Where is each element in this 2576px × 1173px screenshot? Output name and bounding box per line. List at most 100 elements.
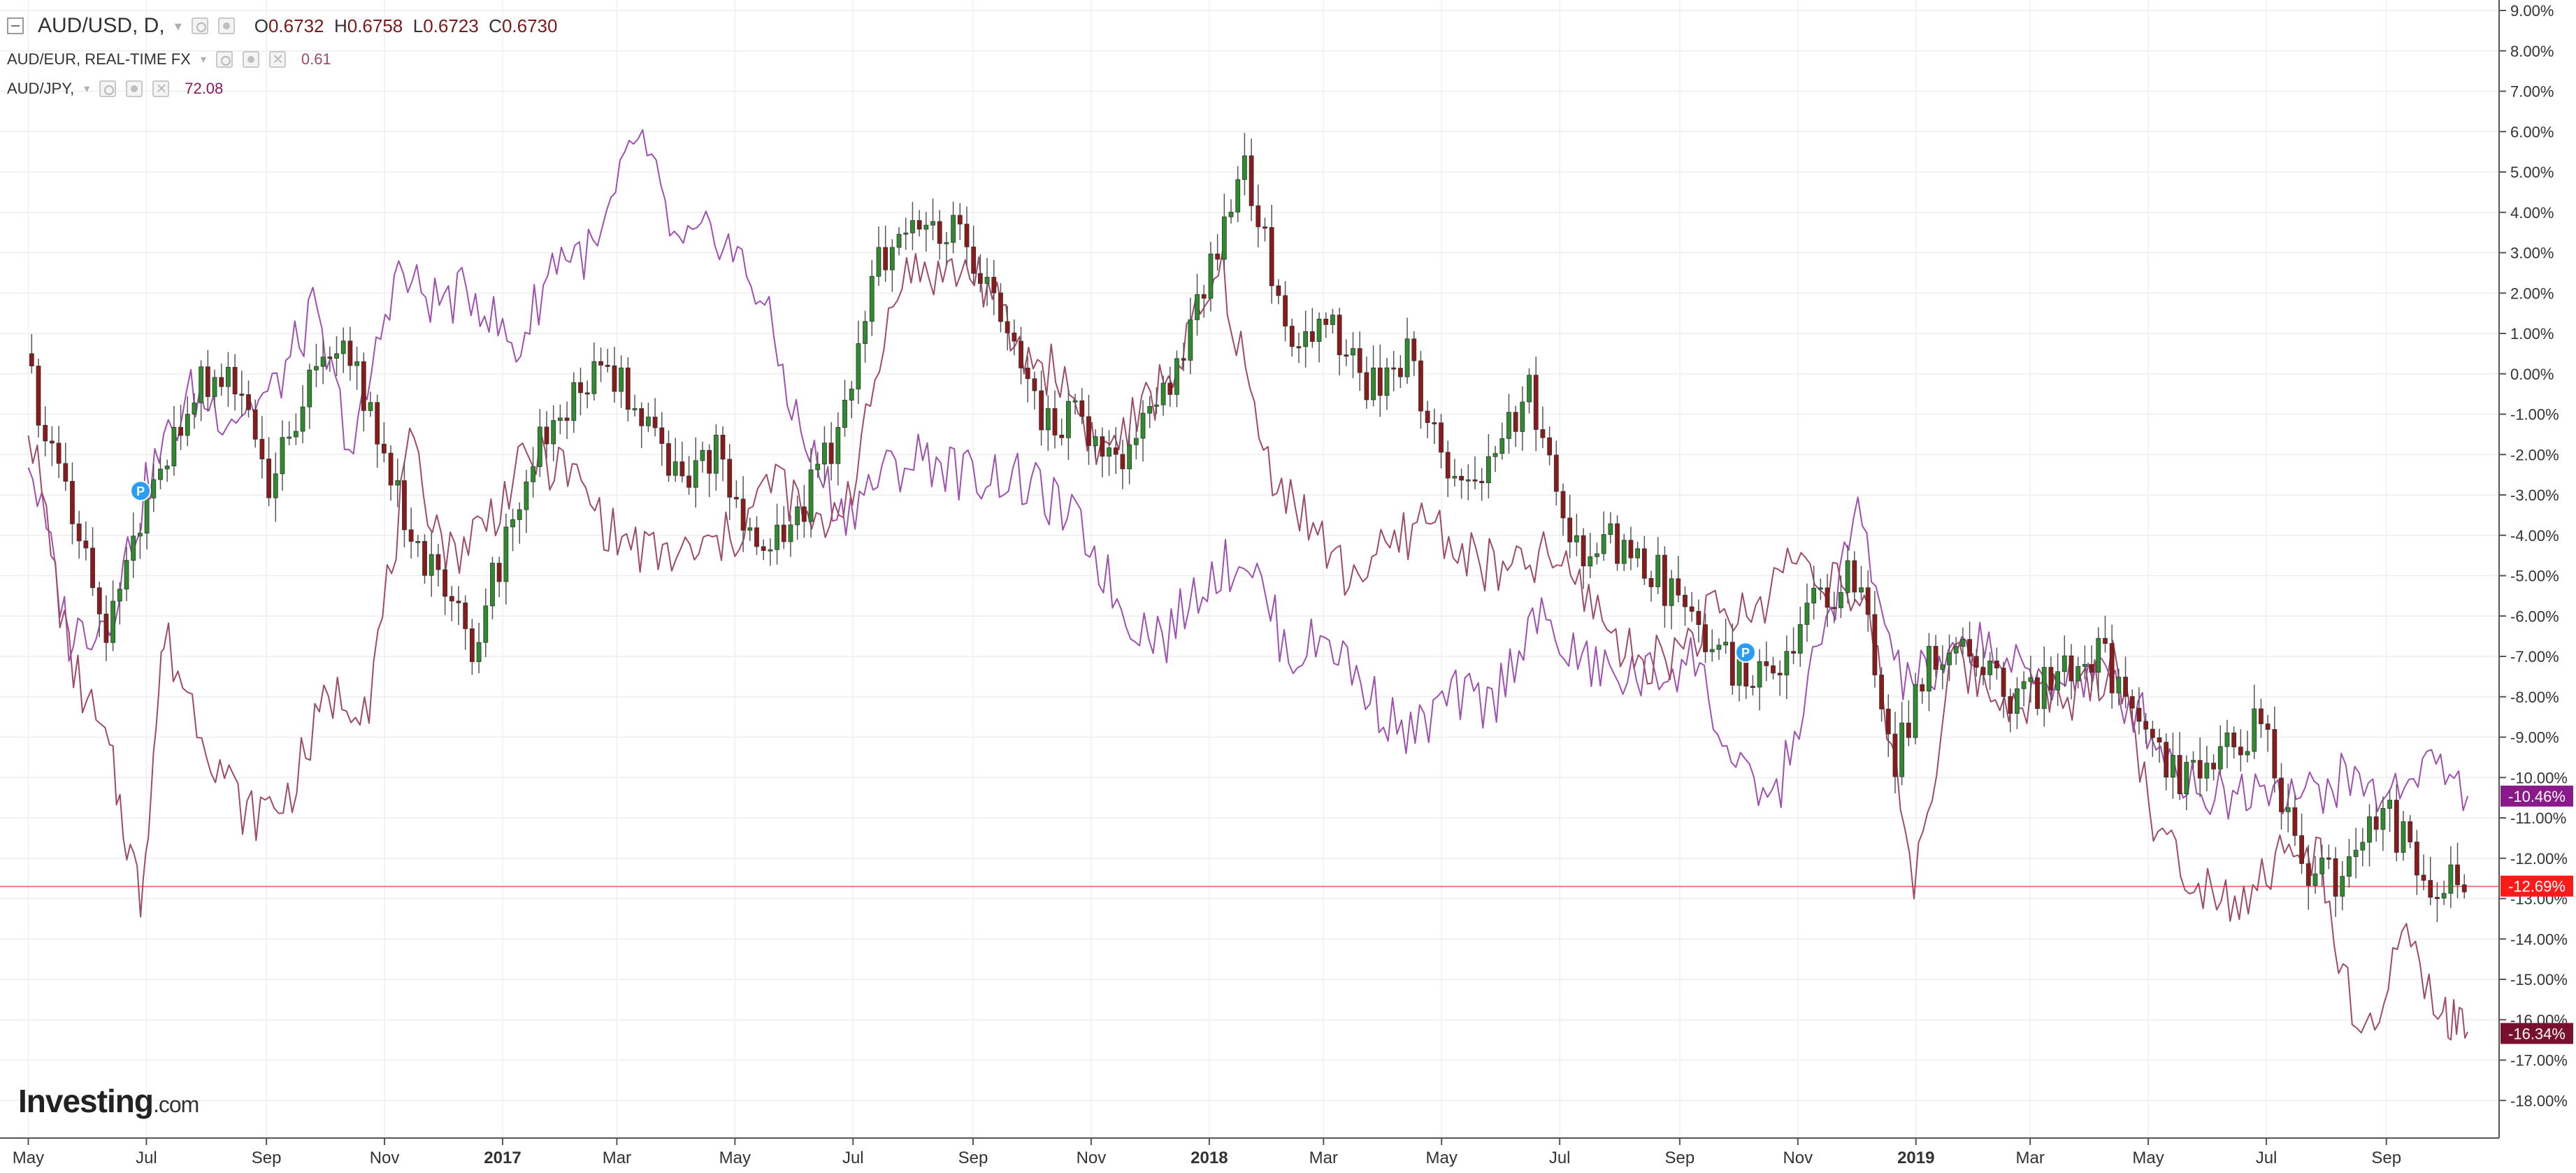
candle-body	[1825, 587, 1830, 608]
candle-body	[2109, 643, 2115, 693]
candle-body	[1167, 382, 1173, 395]
legend-compare-aud-jpy: AUD/JPY, ▾ 72.08	[7, 78, 224, 99]
candle-body	[266, 459, 271, 498]
candle-body	[1615, 523, 1620, 564]
eye-icon[interactable]	[191, 17, 208, 34]
candle-body	[571, 382, 577, 421]
candle-body	[2150, 728, 2155, 738]
legend-compare-aud-eur: AUD/EUR, REAL-TIME FX ▾ 0.61	[7, 48, 331, 70]
candle-body	[1621, 540, 1627, 564]
candle-body	[1459, 475, 1465, 481]
candle-body	[239, 394, 245, 396]
candle-body	[496, 563, 502, 582]
candle-body	[259, 438, 265, 459]
y-tick-label: -12.00%	[2510, 850, 2568, 868]
candle-body	[1641, 548, 1647, 579]
candle-body	[1920, 684, 1925, 692]
candle-body	[334, 353, 339, 359]
price-badge-bg	[2501, 785, 2573, 807]
legend-aud-jpy-symbol[interactable]: AUD/JPY,	[7, 80, 75, 97]
candle-body	[977, 273, 983, 284]
price-badge-aud-eur: -16.34%	[2501, 1023, 2573, 1044]
candle-body	[510, 519, 515, 528]
candle-body	[1262, 226, 1267, 229]
y-tick-label: 0.00%	[2510, 366, 2554, 383]
candle-body	[1797, 624, 1803, 654]
candle-body	[429, 554, 434, 576]
candle-body	[551, 420, 556, 445]
axis-corner	[2500, 1139, 2575, 1169]
candle-body	[2373, 816, 2379, 830]
chevron-down-icon[interactable]: ▾	[174, 18, 182, 34]
candle-body	[2048, 667, 2054, 691]
grid-layer	[0, 0, 2499, 1138]
candle-body	[720, 434, 726, 460]
candle-body	[1777, 672, 1783, 676]
candle-body	[2008, 696, 2013, 714]
event-marker-p[interactable]: P	[1735, 642, 1757, 663]
chevron-down-icon[interactable]: ▾	[84, 83, 90, 95]
legend-aud-eur-symbol[interactable]: AUD/EUR, REAL-TIME FX	[7, 50, 191, 68]
candle-body	[1764, 661, 1769, 666]
candle-body	[1255, 205, 1261, 227]
candle-body	[1513, 412, 1518, 432]
close-icon[interactable]	[268, 48, 286, 70]
candle-body	[2184, 762, 2189, 795]
gear-icon[interactable]	[217, 17, 235, 34]
candle-body	[1804, 603, 1810, 625]
candle-body	[1953, 646, 1959, 654]
candle-body	[1181, 358, 1186, 361]
candle-body	[1439, 422, 1444, 453]
candle-body	[998, 292, 1003, 322]
y-tick-label: -5.00%	[2510, 568, 2559, 585]
candle-body	[2360, 842, 2366, 851]
candle-body	[2414, 842, 2419, 876]
y-tick-label: -18.00%	[2510, 1092, 2568, 1109]
chevron-down-icon[interactable]: ▾	[200, 54, 206, 66]
eye-icon[interactable]	[215, 51, 233, 68]
x-tick-label: Jul	[2256, 1149, 2278, 1167]
candle-body	[1533, 375, 1539, 430]
candle-body	[964, 224, 970, 247]
candle-body	[29, 353, 34, 366]
legend-aud-jpy-value: 72.08	[185, 80, 224, 97]
legend-main-symbol[interactable]: AUD/USD, D,	[38, 14, 165, 37]
candle-body	[1445, 452, 1451, 479]
candle-body	[1940, 664, 1945, 670]
candle-body	[1147, 406, 1153, 414]
close-icon[interactable]	[152, 78, 170, 99]
collapse-legend-icon[interactable]	[7, 17, 24, 34]
candle-body	[1683, 594, 1688, 607]
candle-body	[1499, 438, 1505, 454]
candle-body	[2171, 755, 2175, 778]
gear-icon[interactable]	[126, 80, 143, 97]
candle-body	[2448, 864, 2454, 894]
candle-body	[1845, 560, 1850, 593]
y-tick-label: 8.00%	[2510, 43, 2554, 60]
y-tick-label: -8.00%	[2510, 689, 2559, 706]
candle-body	[781, 524, 786, 542]
candle-body	[2272, 729, 2278, 779]
candle-body	[795, 506, 800, 526]
x-tick-label: Nov	[1077, 1149, 1107, 1167]
event-marker-p[interactable]: P	[130, 480, 152, 502]
close-label: C	[489, 15, 502, 36]
candle-body	[1960, 639, 1966, 647]
candle-body	[1242, 155, 1247, 180]
candle-body	[96, 587, 102, 614]
candle-body	[273, 473, 278, 498]
candle-body	[564, 417, 570, 421]
eye-icon[interactable]	[99, 80, 117, 97]
candle-body	[2353, 849, 2359, 857]
candle-body	[1432, 422, 1437, 424]
gear-icon[interactable]	[242, 51, 259, 68]
candle-body	[1560, 491, 1566, 519]
candle-body	[449, 596, 454, 602]
price-badge-label: -12.69%	[2508, 878, 2566, 895]
candle-body	[707, 449, 712, 474]
candle-body	[2075, 665, 2081, 682]
candle-body	[381, 443, 387, 454]
candle-body	[923, 224, 929, 230]
